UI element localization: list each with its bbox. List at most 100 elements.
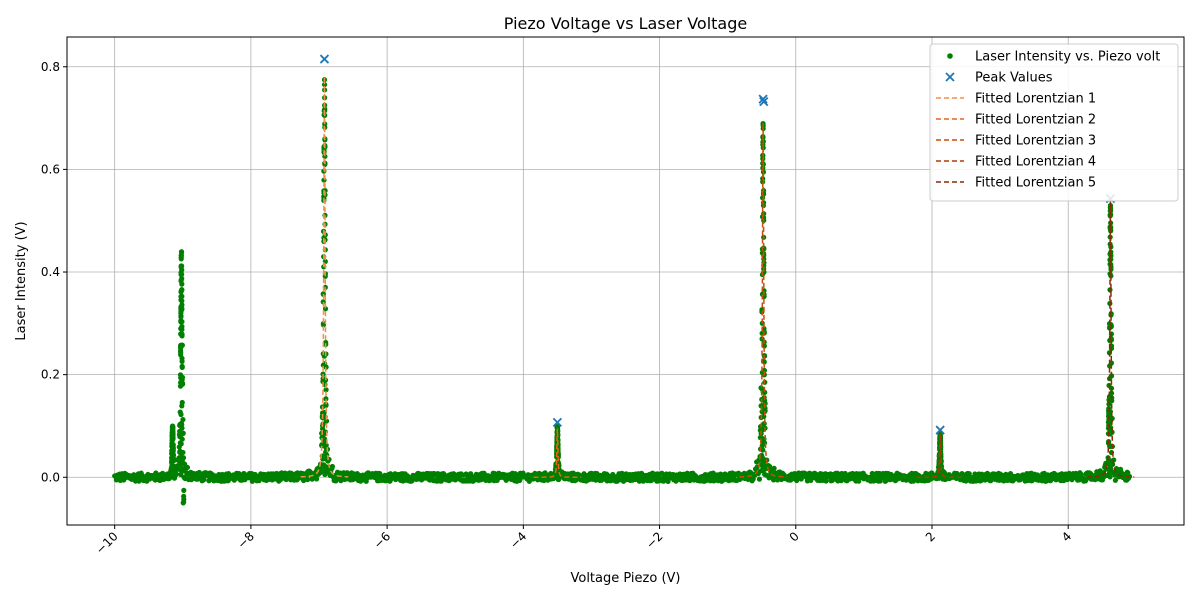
x-tick-label: 4 bbox=[1059, 529, 1074, 544]
data-layer bbox=[112, 54, 1135, 506]
scatter-point bbox=[554, 425, 560, 431]
fit-curve bbox=[533, 428, 582, 478]
scatter-point bbox=[329, 463, 336, 470]
scatter-point bbox=[774, 477, 781, 483]
scatter-point bbox=[938, 471, 944, 477]
scatter-point bbox=[169, 471, 176, 477]
scatter-point bbox=[170, 423, 176, 429]
scatter-point bbox=[180, 416, 186, 423]
scatter-point bbox=[179, 381, 186, 387]
scatter-point bbox=[179, 403, 185, 409]
scatter-point bbox=[761, 343, 767, 349]
scatter-point bbox=[323, 418, 330, 424]
scatter-point bbox=[178, 411, 184, 418]
scatter-point bbox=[178, 314, 184, 320]
fit-curve bbox=[300, 77, 349, 478]
x-tick-label: −4 bbox=[507, 529, 529, 551]
scatter-point bbox=[1105, 419, 1111, 425]
scatter-point bbox=[182, 475, 188, 482]
scatter-point bbox=[760, 462, 766, 468]
legend-label: Fitted Lorentzian 1 bbox=[975, 92, 1096, 107]
scatter-point bbox=[177, 348, 184, 354]
peak-marker bbox=[319, 54, 330, 64]
scatter-point bbox=[179, 425, 185, 431]
scatter-point bbox=[1106, 470, 1113, 476]
scatter-point bbox=[179, 287, 185, 293]
laser-intensity-scatter bbox=[112, 77, 1133, 506]
scatter-point bbox=[178, 252, 184, 258]
scatter-point bbox=[320, 320, 326, 327]
scatter-point bbox=[170, 436, 176, 442]
plot-frame bbox=[66, 36, 1185, 526]
legend-marker-peak bbox=[945, 72, 955, 82]
scatter-point bbox=[762, 471, 768, 477]
scatter-point bbox=[542, 470, 548, 476]
scatter-point bbox=[320, 467, 326, 473]
x-tick-label: 2 bbox=[923, 529, 938, 544]
scatter-point bbox=[169, 458, 175, 464]
scatter-point bbox=[178, 297, 184, 303]
scatter-point bbox=[1103, 466, 1109, 472]
peak-marker bbox=[759, 97, 769, 107]
scatter-point bbox=[758, 403, 764, 409]
fit-curve bbox=[739, 123, 787, 478]
scatter-point bbox=[181, 493, 187, 499]
y-tick-label: 0.4 bbox=[41, 265, 60, 279]
scatter-point bbox=[849, 470, 856, 477]
scatter-point bbox=[966, 471, 972, 477]
scatter-point bbox=[171, 467, 177, 473]
legend-marker-scatter bbox=[947, 53, 953, 59]
chart-title: Piezo Voltage vs Laser Voltage bbox=[504, 14, 747, 33]
scatter-point bbox=[756, 476, 763, 482]
scatter-point bbox=[322, 153, 328, 160]
scatter-point bbox=[314, 476, 320, 482]
scatter-point bbox=[179, 333, 185, 339]
scatter-point bbox=[179, 364, 185, 371]
x-axis-label: Voltage Piezo (V) bbox=[570, 571, 680, 586]
peak-marker bbox=[935, 425, 945, 435]
scatter-point bbox=[177, 431, 183, 438]
scatter-point bbox=[771, 465, 777, 471]
y-axis-label: Laser Intensity (V) bbox=[14, 221, 29, 340]
scatter-point bbox=[184, 464, 191, 471]
scatter-point bbox=[536, 470, 543, 477]
scatter-point bbox=[323, 387, 329, 393]
y-tick-label: 0.2 bbox=[41, 368, 60, 382]
scatter-point bbox=[181, 487, 187, 493]
scatter-point bbox=[319, 410, 326, 416]
legend: Laser Intensity vs. Piezo volt Peak Value… bbox=[929, 43, 1179, 202]
scatter-point bbox=[745, 476, 751, 482]
scatter-point bbox=[179, 326, 185, 333]
peak-marker bbox=[552, 417, 563, 428]
scatter-point bbox=[179, 436, 185, 442]
scatter-point bbox=[178, 343, 184, 349]
x-tick-label: 0 bbox=[787, 529, 802, 544]
scatter-point bbox=[1112, 477, 1119, 483]
y-tick-label: 0.6 bbox=[41, 162, 60, 176]
legend-label: Laser Intensity vs. Piezo volt bbox=[975, 50, 1160, 65]
scatter-point bbox=[242, 477, 248, 483]
legend-label: Fitted Lorentzian 3 bbox=[975, 134, 1096, 149]
legend-box bbox=[929, 43, 1179, 202]
scatter-point bbox=[179, 271, 185, 278]
scatter-point bbox=[323, 401, 329, 407]
legend-label: Fitted Lorentzian 2 bbox=[975, 113, 1096, 128]
scatter-point bbox=[201, 477, 207, 483]
scatter-point bbox=[322, 440, 328, 446]
y-tick-label: 0.8 bbox=[41, 60, 60, 74]
scatter-point bbox=[323, 396, 329, 402]
legend-label: Fitted Lorentzian 5 bbox=[975, 176, 1096, 191]
scatter-point bbox=[179, 458, 185, 464]
scatter-point bbox=[178, 375, 184, 381]
x-tick-label: −6 bbox=[371, 529, 393, 551]
scatter-point bbox=[178, 318, 184, 324]
scatter-point bbox=[179, 275, 185, 282]
scatter-point bbox=[179, 281, 185, 287]
scatter-point bbox=[177, 449, 183, 455]
scatter-point bbox=[169, 451, 175, 457]
scatter-point bbox=[179, 306, 185, 313]
scatter-point bbox=[322, 471, 328, 478]
y-tick-label: 0.0 bbox=[41, 470, 60, 484]
scatter-point bbox=[321, 462, 327, 468]
